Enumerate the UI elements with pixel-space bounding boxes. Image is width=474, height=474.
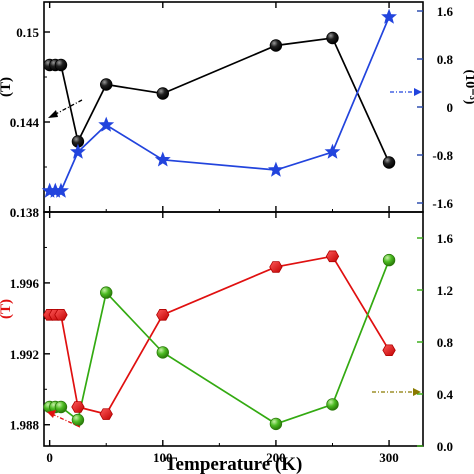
data-point <box>269 417 283 431</box>
x-tick-label: 100 <box>153 450 173 465</box>
data-point <box>156 346 169 359</box>
left-axis-arrow <box>51 99 83 117</box>
left-axis-arrow <box>51 413 81 428</box>
right-tick-label: 0.4 <box>437 387 454 402</box>
left-tick-label: 0.138 <box>10 205 40 220</box>
series-line-bottom-right <box>49 259 390 425</box>
right-axis-label: (10⁻³) <box>462 70 474 105</box>
arrowhead-icon <box>414 88 422 96</box>
data-point <box>324 143 341 159</box>
right-tick-label: -1.6 <box>432 196 453 211</box>
right-tick-label: 0 <box>447 100 454 115</box>
left-tick-label: 0.144 <box>10 115 40 130</box>
x-tick-label: 200 <box>266 450 286 465</box>
data-point <box>326 398 339 411</box>
data-point <box>382 156 396 169</box>
series-lines <box>49 16 390 425</box>
data-point <box>71 401 85 413</box>
left-tick-label: 1.992 <box>10 347 39 362</box>
series-markers <box>41 8 422 431</box>
left-tick-label: 1.996 <box>10 276 40 291</box>
data-point <box>382 253 396 267</box>
axis-labels: (T) (10⁻³) (T) Temperature (K) <box>0 70 474 474</box>
data-point <box>99 408 113 420</box>
left-tick-label: 1.988 <box>10 418 40 433</box>
data-point <box>54 400 68 414</box>
right-tick-label: 0.0 <box>437 439 453 454</box>
data-point <box>326 31 339 45</box>
left-axis-label: (T) <box>0 299 14 319</box>
data-point <box>269 261 283 273</box>
x-axis-label: Temperature (K) <box>165 454 303 474</box>
panel-frame-top <box>43 1 424 213</box>
right-tick-label: 1.6 <box>437 231 454 246</box>
right-tick-label: 0.8 <box>437 335 454 350</box>
data-point <box>100 78 113 91</box>
arrowhead-icon <box>48 110 58 118</box>
x-tick-label: 300 <box>379 450 399 465</box>
data-point <box>53 182 69 198</box>
data-point <box>156 87 169 100</box>
right-tick-label: 1.2 <box>437 283 453 298</box>
left-axis-label: (T) <box>0 77 14 97</box>
data-point <box>154 151 171 167</box>
data-point <box>325 250 340 263</box>
data-point <box>381 8 397 24</box>
right-tick-label: 0.8 <box>437 52 454 67</box>
axis-ticks: 0.138 0.144 0.15 -1.6 -0.8 0 0.8 1.6 1.988 1.992 1… <box>10 2 454 465</box>
data-point <box>54 309 68 321</box>
x-tick-label: 0 <box>46 450 53 465</box>
data-point <box>54 58 68 72</box>
data-point <box>156 309 170 321</box>
right-tick-label: -0.8 <box>432 148 453 163</box>
series-line-top-right <box>49 16 390 192</box>
arrowhead-icon <box>47 410 56 418</box>
data-point <box>70 143 86 159</box>
panel-frame-bottom <box>43 211 424 447</box>
data-point <box>98 116 115 132</box>
data-point <box>269 39 283 52</box>
data-point <box>100 286 113 299</box>
data-point <box>267 161 284 177</box>
right-tick-label: 1.6 <box>437 4 454 19</box>
data-point <box>382 344 396 357</box>
series-line-top-left <box>49 37 390 163</box>
axes-frames <box>43 1 424 447</box>
arrowhead-icon <box>413 388 421 396</box>
left-tick-label: 0.15 <box>16 25 39 40</box>
